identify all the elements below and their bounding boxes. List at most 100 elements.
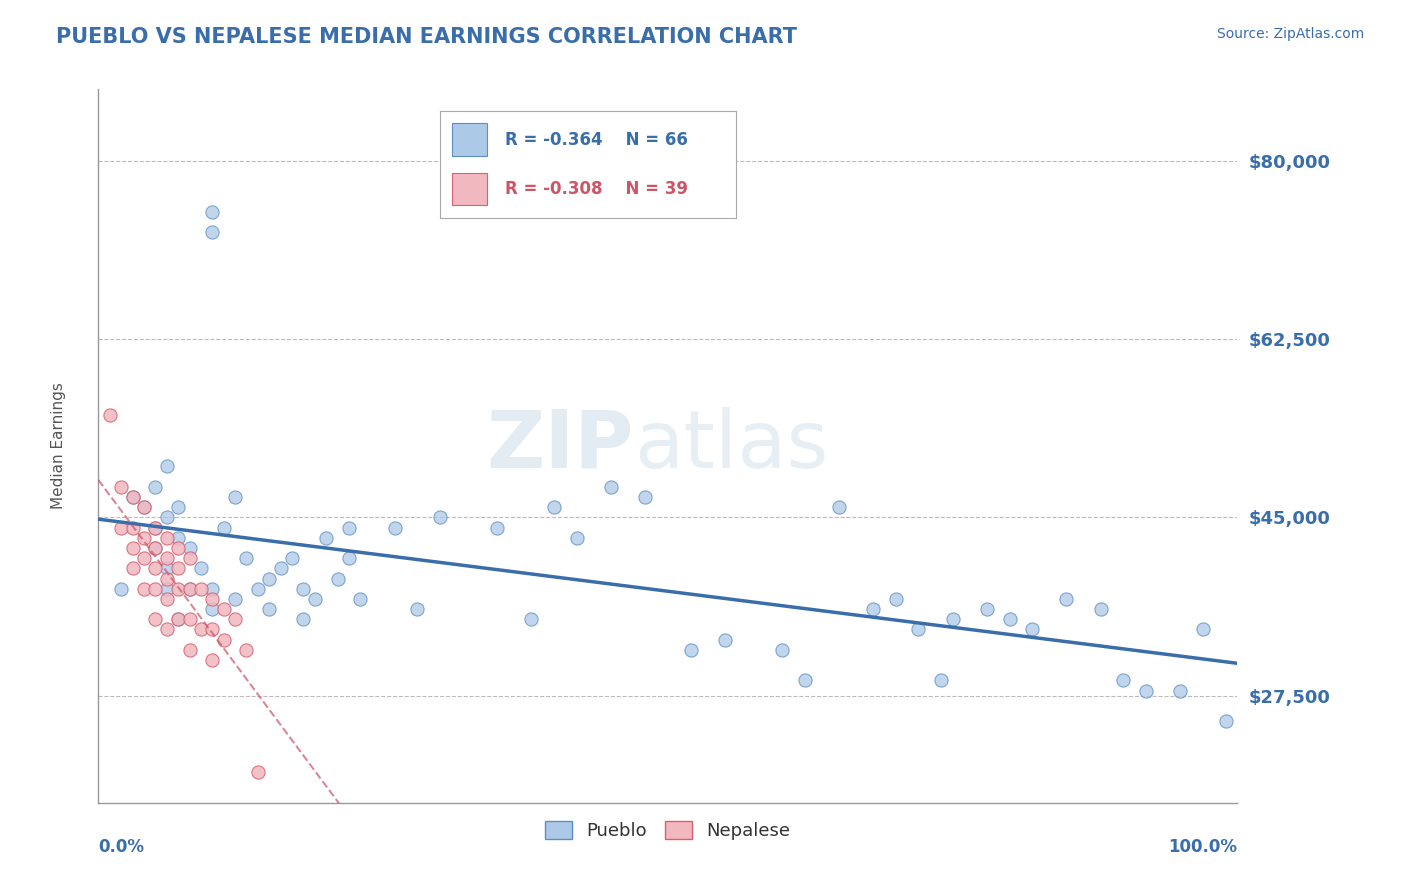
- Point: [292, 612, 315, 626]
- Point: [520, 612, 543, 626]
- Point: [132, 551, 155, 566]
- Point: [259, 572, 281, 586]
- Point: [315, 531, 337, 545]
- Point: [543, 500, 565, 515]
- Point: [145, 480, 167, 494]
- Point: [259, 602, 281, 616]
- Legend: Pueblo, Nepalese: Pueblo, Nepalese: [537, 814, 799, 847]
- Point: [110, 520, 132, 534]
- Point: [121, 490, 143, 504]
- Point: [281, 551, 304, 566]
- Point: [121, 541, 143, 555]
- Point: [1135, 683, 1157, 698]
- Point: [770, 643, 793, 657]
- Point: [156, 510, 179, 524]
- Point: [1192, 623, 1215, 637]
- Point: [156, 623, 179, 637]
- Point: [486, 520, 509, 534]
- Point: [429, 510, 451, 524]
- Point: [132, 582, 155, 596]
- Point: [156, 582, 179, 596]
- Point: [179, 541, 201, 555]
- Point: [907, 623, 929, 637]
- Point: [110, 480, 132, 494]
- Point: [201, 591, 224, 606]
- Point: [167, 500, 190, 515]
- Point: [998, 612, 1021, 626]
- Point: [190, 561, 212, 575]
- Point: [1090, 602, 1112, 616]
- Point: [246, 765, 269, 780]
- Point: [201, 623, 224, 637]
- Text: Source: ZipAtlas.com: Source: ZipAtlas.com: [1216, 27, 1364, 41]
- Point: [828, 500, 851, 515]
- Point: [384, 520, 406, 534]
- Point: [337, 551, 360, 566]
- Point: [292, 582, 315, 596]
- Point: [179, 643, 201, 657]
- Point: [201, 653, 224, 667]
- Point: [145, 612, 167, 626]
- Point: [132, 500, 155, 515]
- Point: [167, 582, 190, 596]
- Point: [167, 531, 190, 545]
- Point: [145, 541, 167, 555]
- Point: [862, 602, 884, 616]
- Point: [212, 632, 235, 647]
- Point: [224, 490, 246, 504]
- Point: [224, 612, 246, 626]
- Point: [201, 602, 224, 616]
- Point: [156, 531, 179, 545]
- Point: [634, 490, 657, 504]
- Point: [98, 409, 121, 423]
- Text: PUEBLO VS NEPALESE MEDIAN EARNINGS CORRELATION CHART: PUEBLO VS NEPALESE MEDIAN EARNINGS CORRE…: [56, 27, 797, 46]
- Point: [326, 572, 349, 586]
- Point: [246, 582, 269, 596]
- Point: [1021, 623, 1043, 637]
- Point: [156, 572, 179, 586]
- Point: [110, 582, 132, 596]
- Point: [167, 561, 190, 575]
- Point: [167, 612, 190, 626]
- Point: [942, 612, 965, 626]
- Text: atlas: atlas: [634, 407, 828, 485]
- Point: [121, 490, 143, 504]
- Point: [201, 225, 224, 239]
- Point: [1170, 683, 1192, 698]
- Point: [190, 582, 212, 596]
- Point: [304, 591, 326, 606]
- Point: [212, 520, 235, 534]
- Point: [156, 551, 179, 566]
- Point: [145, 541, 167, 555]
- Point: [1215, 714, 1237, 729]
- Point: [167, 612, 190, 626]
- Point: [145, 561, 167, 575]
- Point: [793, 673, 815, 688]
- Point: [201, 204, 224, 219]
- Point: [224, 591, 246, 606]
- Point: [212, 602, 235, 616]
- Point: [600, 480, 623, 494]
- Point: [156, 591, 179, 606]
- Point: [565, 531, 588, 545]
- Point: [179, 582, 201, 596]
- Point: [884, 591, 907, 606]
- Text: Median Earnings: Median Earnings: [51, 383, 66, 509]
- Point: [349, 591, 371, 606]
- Point: [337, 520, 360, 534]
- Point: [201, 582, 224, 596]
- Point: [132, 500, 155, 515]
- Point: [1054, 591, 1078, 606]
- Point: [156, 459, 179, 474]
- Point: [270, 561, 292, 575]
- Point: [179, 551, 201, 566]
- Point: [145, 520, 167, 534]
- Point: [145, 520, 167, 534]
- Text: ZIP: ZIP: [486, 407, 634, 485]
- Text: 0.0%: 0.0%: [98, 838, 145, 856]
- Point: [121, 561, 143, 575]
- Point: [179, 582, 201, 596]
- Point: [976, 602, 998, 616]
- Point: [406, 602, 429, 616]
- Point: [929, 673, 952, 688]
